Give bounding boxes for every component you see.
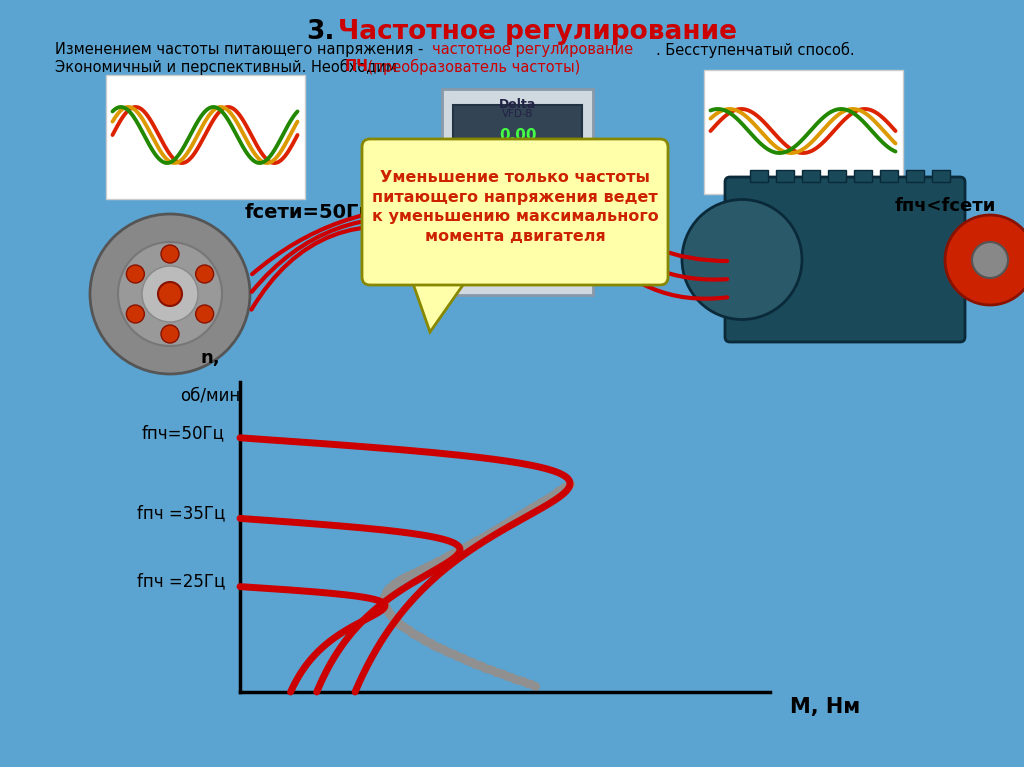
FancyBboxPatch shape xyxy=(725,177,965,342)
Text: fпч<fсети: fпч<fсети xyxy=(895,197,996,215)
Circle shape xyxy=(126,265,144,283)
FancyBboxPatch shape xyxy=(828,170,846,182)
Text: Частотное регулирование: Частотное регулирование xyxy=(338,19,737,45)
FancyBboxPatch shape xyxy=(854,170,872,182)
Circle shape xyxy=(161,245,179,263)
Circle shape xyxy=(90,214,250,374)
Circle shape xyxy=(196,265,214,283)
Text: n,: n, xyxy=(200,349,220,367)
FancyBboxPatch shape xyxy=(459,178,486,198)
Circle shape xyxy=(682,199,802,320)
FancyBboxPatch shape xyxy=(564,248,591,268)
FancyBboxPatch shape xyxy=(906,170,924,182)
Polygon shape xyxy=(410,275,470,332)
FancyBboxPatch shape xyxy=(442,89,593,295)
FancyBboxPatch shape xyxy=(564,213,591,233)
FancyBboxPatch shape xyxy=(880,170,898,182)
Circle shape xyxy=(142,266,198,322)
FancyBboxPatch shape xyxy=(459,248,486,268)
Text: VFD-B: VFD-B xyxy=(502,109,534,119)
Text: (преобразователь частоты): (преобразователь частоты) xyxy=(362,59,581,75)
FancyBboxPatch shape xyxy=(106,75,305,199)
Circle shape xyxy=(126,305,144,323)
Text: Delta: Delta xyxy=(499,97,537,110)
FancyBboxPatch shape xyxy=(494,248,521,268)
Text: об/мин: об/мин xyxy=(180,387,240,405)
FancyBboxPatch shape xyxy=(529,178,556,198)
FancyBboxPatch shape xyxy=(459,213,486,233)
FancyBboxPatch shape xyxy=(959,236,986,283)
Circle shape xyxy=(161,325,179,343)
Text: fпч=50Гц: fпч=50Гц xyxy=(142,424,225,442)
Text: fпч =35Гц: fпч =35Гц xyxy=(136,505,225,522)
Circle shape xyxy=(158,282,182,306)
FancyBboxPatch shape xyxy=(529,213,556,233)
Text: ПЧ: ПЧ xyxy=(345,59,369,74)
FancyBboxPatch shape xyxy=(362,139,668,285)
Text: 3.: 3. xyxy=(306,19,335,45)
Text: Экономичный и перспективный. Необходим: Экономичный и перспективный. Необходим xyxy=(55,59,401,75)
Text: Изменением частоты питающего напряжения -: Изменением частоты питающего напряжения … xyxy=(55,42,428,57)
Text: fпч =25Гц: fпч =25Гц xyxy=(136,573,225,591)
FancyBboxPatch shape xyxy=(453,105,582,164)
Text: 0.00: 0.00 xyxy=(499,127,537,143)
FancyBboxPatch shape xyxy=(564,178,591,198)
FancyBboxPatch shape xyxy=(494,178,521,198)
Text: Уменьшение только частоты
питающего напряжения ведет
к уменьшению максимального
: Уменьшение только частоты питающего напр… xyxy=(372,170,658,244)
FancyBboxPatch shape xyxy=(529,248,556,268)
Text: fсети=50Гц: fсети=50Гц xyxy=(245,202,374,221)
Circle shape xyxy=(972,242,1008,278)
FancyBboxPatch shape xyxy=(776,170,794,182)
Text: . Бесступенчатый способ.: . Бесступенчатый способ. xyxy=(656,42,855,58)
FancyBboxPatch shape xyxy=(932,170,950,182)
Text: М, Нм: М, Нм xyxy=(790,697,860,717)
FancyBboxPatch shape xyxy=(705,70,903,194)
FancyBboxPatch shape xyxy=(802,170,820,182)
FancyBboxPatch shape xyxy=(494,213,521,233)
Text: частотное регулирование: частотное регулирование xyxy=(432,42,633,57)
Circle shape xyxy=(945,215,1024,305)
Circle shape xyxy=(196,305,214,323)
Circle shape xyxy=(118,242,222,346)
FancyBboxPatch shape xyxy=(750,170,768,182)
